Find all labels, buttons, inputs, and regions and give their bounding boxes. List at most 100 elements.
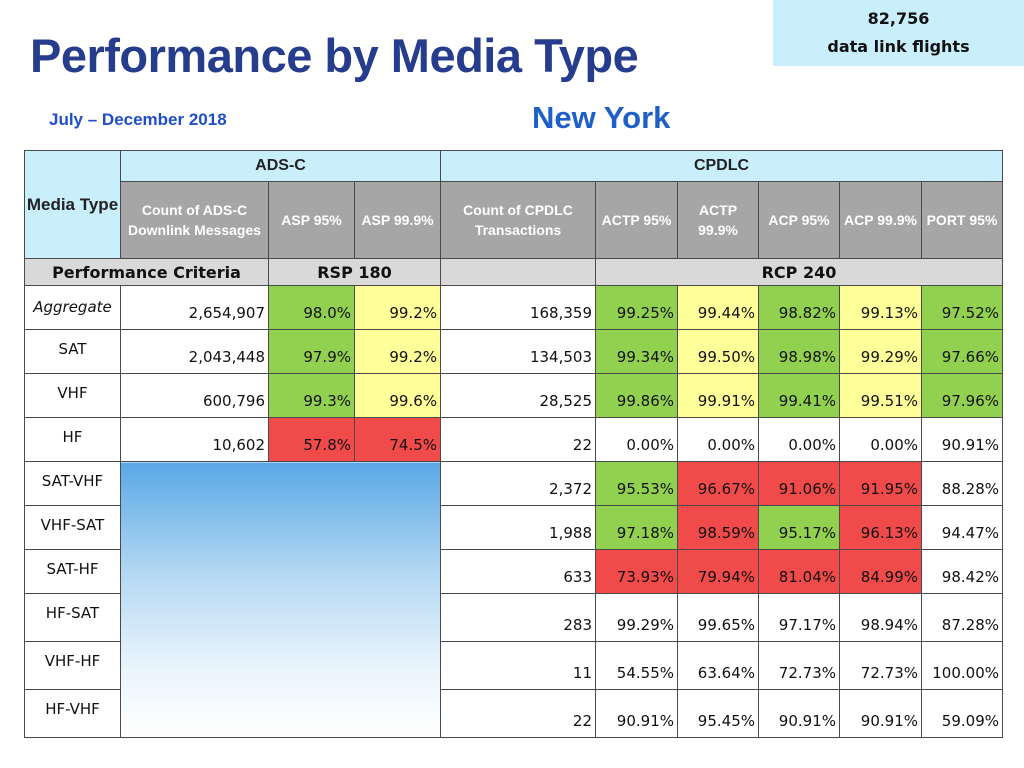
- cell-cpdlc-count: 28,525: [440, 373, 596, 418]
- table-row: VHF-HF 11 54.55% 63.64% 72.73% 72.73% 100.00%: [24, 641, 1003, 690]
- cell-acp-95: 95.17%: [758, 505, 840, 550]
- col-asp95: ASP 95%: [268, 181, 355, 259]
- cell-media-type: HF-VHF: [24, 689, 121, 738]
- table-row: HF 10,602 57.8% 74.5% 22 0.00% 0.00% 0.00% 0.00%…: [24, 417, 1003, 462]
- cell-cpdlc-count: 283: [440, 593, 596, 642]
- cell-acp-999: 91.95%: [839, 461, 922, 506]
- cell-acp-95: 90.91%: [758, 689, 840, 738]
- cell-asp95: 99.3%: [268, 373, 355, 418]
- table-row: SAT-VHF 2,372 95.53% 96.67% 91.06% 91.95% 88.2…: [24, 461, 1003, 738]
- cell-actp-95: 90.91%: [595, 689, 678, 738]
- cell-cpdlc-count: 2,372: [440, 461, 596, 506]
- date-range: July – December 2018: [49, 110, 227, 129]
- cell-asp999: 74.5%: [354, 417, 441, 462]
- page-title: Performance by Media Type: [30, 29, 639, 82]
- cell-media-type: SAT-HF: [24, 549, 121, 594]
- cell-port-95: 94.47%: [921, 505, 1003, 550]
- cell-actp-95: 95.53%: [595, 461, 678, 506]
- cell-acp-95: 98.82%: [758, 285, 840, 330]
- criteria-spacer: [440, 258, 596, 286]
- cell-actp-999: 96.67%: [677, 461, 759, 506]
- cell-cpdlc-count: 11: [440, 641, 596, 690]
- cell-media-type: HF: [24, 417, 121, 462]
- table-row: SAT 2,043,448 97.9% 99.2% 134,503 99.34% 99.50…: [24, 329, 1003, 374]
- cell-port-95: 88.28%: [921, 461, 1003, 506]
- col-acp999: ACP 99.9%: [839, 181, 922, 259]
- cell-port-95: 98.42%: [921, 549, 1003, 594]
- cell-media-type: SAT: [24, 329, 121, 374]
- cell-actp-95: 73.93%: [595, 549, 678, 594]
- cell-acp-95: 91.06%: [758, 461, 840, 506]
- table-body: Aggregate 2,654,907 98.0% 99.2% 168,359 99.25…: [24, 285, 1003, 738]
- cell-acp-95: 72.73%: [758, 641, 840, 690]
- cell-actp-95: 99.29%: [595, 593, 678, 642]
- cell-port-95: 97.52%: [921, 285, 1003, 330]
- cell-acp-999: 99.29%: [839, 329, 922, 374]
- cell-actp-999: 99.50%: [677, 329, 759, 374]
- flights-callout: 82,756 data link flights: [773, 0, 1024, 66]
- cell-adsc-count: 2,043,448: [120, 329, 269, 374]
- cell-port-95: 59.09%: [921, 689, 1003, 738]
- cell-acp-999: 0.00%: [839, 417, 922, 462]
- cell-cpdlc-count: 168,359: [440, 285, 596, 330]
- table-row: HF-SAT 283 99.29% 99.65% 97.17% 98.94% 87.28%: [24, 593, 1003, 642]
- col-cpdlc-count: Count of CPDLC Transactions: [440, 181, 596, 259]
- cell-actp-95: 99.25%: [595, 285, 678, 330]
- cell-asp95: 97.9%: [268, 329, 355, 374]
- cell-port-95: 90.91%: [921, 417, 1003, 462]
- col-acp95: ACP 95%: [758, 181, 840, 259]
- region-label: New York: [532, 100, 671, 135]
- cell-acp-999: 84.99%: [839, 549, 922, 594]
- cell-cpdlc-count: 633: [440, 549, 596, 594]
- cell-port-95: 97.96%: [921, 373, 1003, 418]
- cell-actp-95: 97.18%: [595, 505, 678, 550]
- cell-actp-95: 99.86%: [595, 373, 678, 418]
- cell-acp-95: 81.04%: [758, 549, 840, 594]
- cell-actp-999: 0.00%: [677, 417, 759, 462]
- table-row: Aggregate 2,654,907 98.0% 99.2% 168,359 99.25…: [24, 285, 1003, 330]
- cell-actp-999: 98.59%: [677, 505, 759, 550]
- cell-cpdlc-count: 134,503: [440, 329, 596, 374]
- adsc-group-header: ADS-C: [120, 150, 441, 182]
- rsp-criteria: RSP 180: [268, 258, 441, 286]
- table-row: VHF 600,796 99.3% 99.6% 28,525 99.86% 99.91% 99…: [24, 373, 1003, 418]
- cell-cpdlc-count: 22: [440, 689, 596, 738]
- cell-acp-999: 98.94%: [839, 593, 922, 642]
- cell-actp-999: 99.65%: [677, 593, 759, 642]
- col-asp999: ASP 99.9%: [354, 181, 441, 259]
- cell-adsc-count: 2,654,907: [120, 285, 269, 330]
- cell-acp-95: 98.98%: [758, 329, 840, 374]
- cell-port-95: 87.28%: [921, 593, 1003, 642]
- table-row: SAT-HF 633 73.93% 79.94% 81.04% 84.99% 98.42%: [24, 549, 1003, 594]
- table-row: HF-VHF 22 90.91% 95.45% 90.91% 90.91% 59.09%: [24, 689, 1003, 738]
- performance-table: Media Type ADS-C CPDLC Count of ADS-C Do…: [24, 150, 1003, 738]
- cell-media-type: VHF-SAT: [24, 505, 121, 550]
- cell-actp-95: 0.00%: [595, 417, 678, 462]
- table-row: VHF-SAT 1,988 97.18% 98.59% 95.17% 96.13% 94.4…: [24, 505, 1003, 550]
- cell-media-type: VHF: [24, 373, 121, 418]
- cell-actp-999: 99.44%: [677, 285, 759, 330]
- cell-port-95: 100.00%: [921, 641, 1003, 690]
- cell-port-95: 97.66%: [921, 329, 1003, 374]
- media-type-header: Media Type: [24, 150, 121, 259]
- cell-actp-95: 99.34%: [595, 329, 678, 374]
- cell-actp-999: 95.45%: [677, 689, 759, 738]
- cpdlc-group-header: CPDLC: [440, 150, 1003, 182]
- cell-adsc-count: 600,796: [120, 373, 269, 418]
- flights-count: 82,756: [867, 9, 930, 28]
- cell-asp999: 99.2%: [354, 285, 441, 330]
- cell-acp-999: 90.91%: [839, 689, 922, 738]
- cell-media-type: HF-SAT: [24, 593, 121, 642]
- cell-cpdlc-count: 1,988: [440, 505, 596, 550]
- performance-criteria-label: Performance Criteria: [24, 258, 269, 286]
- cell-acp-999: 99.13%: [839, 285, 922, 330]
- col-port95: PORT 95%: [921, 181, 1003, 259]
- cell-actp-999: 63.64%: [677, 641, 759, 690]
- cell-asp95: 98.0%: [268, 285, 355, 330]
- cell-acp-95: 97.17%: [758, 593, 840, 642]
- flights-label: data link flights: [827, 37, 970, 56]
- cell-acp-999: 96.13%: [839, 505, 922, 550]
- cell-asp999: 99.2%: [354, 329, 441, 374]
- cell-media-type: Aggregate: [24, 285, 121, 330]
- cell-acp-95: 99.41%: [758, 373, 840, 418]
